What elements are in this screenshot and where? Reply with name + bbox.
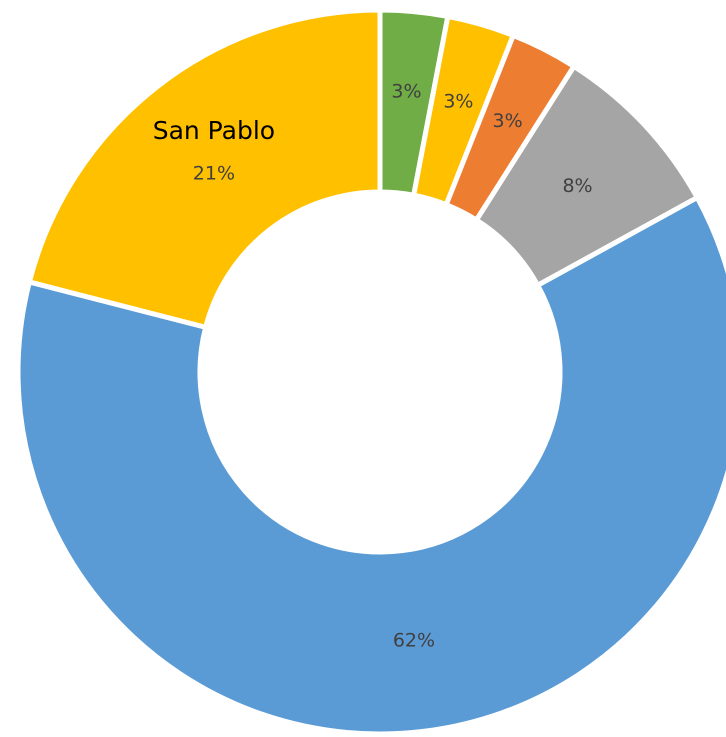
donut-segment bbox=[15, 194, 726, 737]
value-label: 3% bbox=[443, 91, 473, 113]
value-label: 62% bbox=[393, 629, 435, 651]
value-label: 3% bbox=[492, 110, 522, 132]
value-label: 8% bbox=[562, 175, 592, 197]
value-label: 3% bbox=[391, 81, 421, 103]
category-label: San Pablo bbox=[153, 116, 275, 145]
value-label: 21% bbox=[193, 162, 235, 184]
donut-segment bbox=[26, 7, 383, 331]
